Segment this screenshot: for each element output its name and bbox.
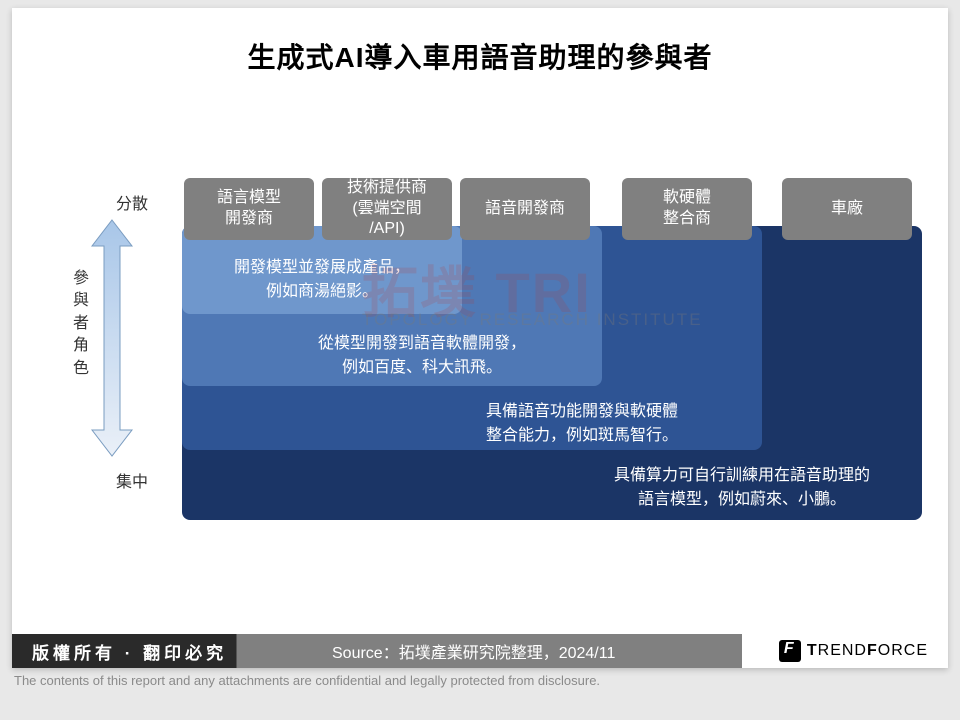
source-text: Source：拓墣產業研究院整理，2024/11 xyxy=(332,639,615,663)
column-header: 車廠 xyxy=(782,178,912,240)
copyright-text: 版權所有 · 翻印必究 xyxy=(32,639,227,664)
column-header: 語言模型 開發商 xyxy=(184,178,314,240)
layer-text: 具備語音功能開發與軟硬體 整合能力，例如斑馬智行。 xyxy=(422,400,742,448)
slide: 生成式AI導入車用語音助理的參與者 分散 集中 參 與 者 角 色 具備算力可自… xyxy=(12,8,948,668)
layer-text: 具備算力可自行訓練用在語音助理的 語言模型，例如蔚來、小鵬。 xyxy=(582,464,902,512)
axis-label-top: 分散 xyxy=(116,190,148,214)
axis-label-bottom: 集中 xyxy=(116,468,148,492)
column-header: 語音開發商 xyxy=(460,178,590,240)
chart-area: 具備算力可自行訓練用在語音助理的 語言模型，例如蔚來、小鵬。具備語音功能開發與軟… xyxy=(182,178,922,488)
trendforce-logo: TRENDFORCE xyxy=(779,640,928,662)
logo-text: TRENDFORCE xyxy=(807,642,928,660)
axis-arrow-icon xyxy=(88,218,136,458)
logo-icon xyxy=(779,640,801,662)
layer-text: 開發模型並發展成產品， 例如商湯絕影。 xyxy=(182,256,462,304)
disclaimer-text: The contents of this report and any atta… xyxy=(14,673,600,688)
layer-text: 從模型開發到語音軟體開發， 例如百度、科大訊飛。 xyxy=(262,332,582,380)
footer-bar: 版權所有 · 翻印必究 Source：拓墣產業研究院整理，2024/11 TRE… xyxy=(12,634,948,668)
column-header: 技術提供商 (雲端空間 /API) xyxy=(322,178,452,240)
page-title: 生成式AI導入車用語音助理的參與者 xyxy=(12,36,948,76)
column-header: 軟硬體 整合商 xyxy=(622,178,752,240)
